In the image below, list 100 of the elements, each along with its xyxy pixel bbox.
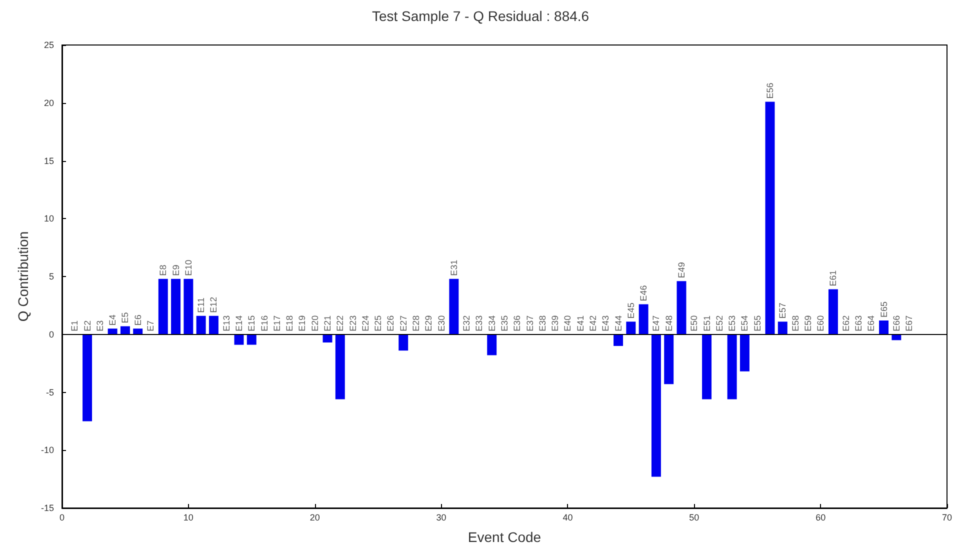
chart-title: Test Sample 7 - Q Residual : 884.6 xyxy=(372,8,590,24)
annotation: E38 xyxy=(537,315,548,332)
bar xyxy=(120,326,130,334)
annotation: E9 xyxy=(170,264,181,276)
bar xyxy=(246,334,256,345)
annotation: E39 xyxy=(550,315,560,332)
annotation: E8 xyxy=(158,264,168,276)
x-tick-label: 0 xyxy=(59,512,65,522)
annotation: E31 xyxy=(448,260,459,276)
bar xyxy=(778,322,788,334)
bar xyxy=(702,334,712,400)
annotation: E44 xyxy=(613,315,624,332)
annotation: E10 xyxy=(183,260,194,276)
annotation: E50 xyxy=(689,315,700,332)
annotation: E64 xyxy=(866,315,876,332)
annotation: E58 xyxy=(790,315,800,332)
bar xyxy=(398,334,408,351)
x-tick-label: 60 xyxy=(816,512,826,522)
y-tick-label: 5 xyxy=(48,272,54,282)
annotation: E3 xyxy=(94,320,105,332)
annotation: E46 xyxy=(638,285,649,302)
y-tick-label: -5 xyxy=(46,387,54,398)
annotation: E18 xyxy=(284,315,295,332)
annotation: E19 xyxy=(297,315,308,332)
annotation: E33 xyxy=(474,315,484,332)
annotation: E62 xyxy=(840,315,851,332)
bar xyxy=(664,334,674,384)
x-tick-label: 10 xyxy=(183,512,194,522)
y-tick-label: 25 xyxy=(44,40,54,50)
annotation: E22 xyxy=(335,315,346,332)
annotation: E47 xyxy=(651,315,662,332)
x-axis-title: Event Code xyxy=(468,529,542,545)
bar xyxy=(651,334,661,477)
annotation: E4 xyxy=(108,314,118,326)
bar xyxy=(184,278,194,334)
annotation: E14 xyxy=(234,315,244,332)
annotation: E40 xyxy=(562,315,573,332)
annotation: E36 xyxy=(512,315,522,332)
annotation: E13 xyxy=(221,315,232,332)
annotation: E56 xyxy=(765,82,775,99)
annotation: E59 xyxy=(802,315,813,332)
bar xyxy=(828,289,838,334)
bar xyxy=(234,334,244,345)
y-tick-label: -15 xyxy=(40,503,54,513)
annotation: E32 xyxy=(462,315,472,332)
annotation: E21 xyxy=(322,315,332,332)
annotation: E61 xyxy=(828,270,838,286)
bar xyxy=(335,334,345,400)
bar xyxy=(487,334,497,356)
annotation: E16 xyxy=(259,315,270,332)
annotation: E42 xyxy=(588,315,598,332)
annotation: E60 xyxy=(816,315,826,332)
annotation: E35 xyxy=(500,315,510,332)
bar xyxy=(108,328,118,334)
annotation: E17 xyxy=(272,315,282,332)
x-tick-label: 20 xyxy=(310,512,320,522)
annotation: E37 xyxy=(524,315,535,332)
bar xyxy=(727,334,737,400)
annotation: E28 xyxy=(411,315,421,332)
bar xyxy=(765,102,775,334)
annotation: E11 xyxy=(196,297,206,313)
bar xyxy=(740,334,750,372)
annotation: E54 xyxy=(740,315,750,332)
annotation: E53 xyxy=(727,315,738,332)
y-tick-label: 10 xyxy=(44,214,54,224)
annotation: E30 xyxy=(436,315,446,332)
annotation: E25 xyxy=(373,315,384,332)
bar xyxy=(196,316,206,334)
annotation: E57 xyxy=(778,302,788,319)
annotation: E67 xyxy=(904,315,914,332)
y-tick-label: 20 xyxy=(44,98,54,108)
annotation: E12 xyxy=(208,296,219,313)
bar xyxy=(449,278,459,334)
bar xyxy=(133,328,143,334)
annotation: E45 xyxy=(626,302,636,319)
annotation: E65 xyxy=(878,301,889,318)
annotation: E29 xyxy=(424,315,434,332)
annotation: E34 xyxy=(486,315,497,332)
bar xyxy=(171,278,181,334)
annotation: E51 xyxy=(702,315,712,332)
x-tick-label: 30 xyxy=(436,512,446,522)
bar xyxy=(879,320,889,334)
annotation: E23 xyxy=(348,315,358,332)
bar xyxy=(614,334,624,346)
bar xyxy=(638,304,648,334)
annotation: E66 xyxy=(891,315,902,332)
annotation: E26 xyxy=(386,315,396,332)
annotation: E7 xyxy=(146,320,156,332)
annotation: E49 xyxy=(676,262,686,278)
x-tick-label: 70 xyxy=(942,512,952,522)
bar xyxy=(626,322,636,334)
annotation: E24 xyxy=(360,315,370,332)
x-tick-label: 50 xyxy=(689,512,700,522)
bar xyxy=(82,334,92,422)
annotation: E27 xyxy=(398,315,408,332)
annotation: E48 xyxy=(664,315,674,332)
y-tick-label: 0 xyxy=(48,329,54,340)
annotation: E20 xyxy=(310,315,320,332)
x-tick-label: 40 xyxy=(562,512,573,522)
annotation: E2 xyxy=(82,320,92,332)
